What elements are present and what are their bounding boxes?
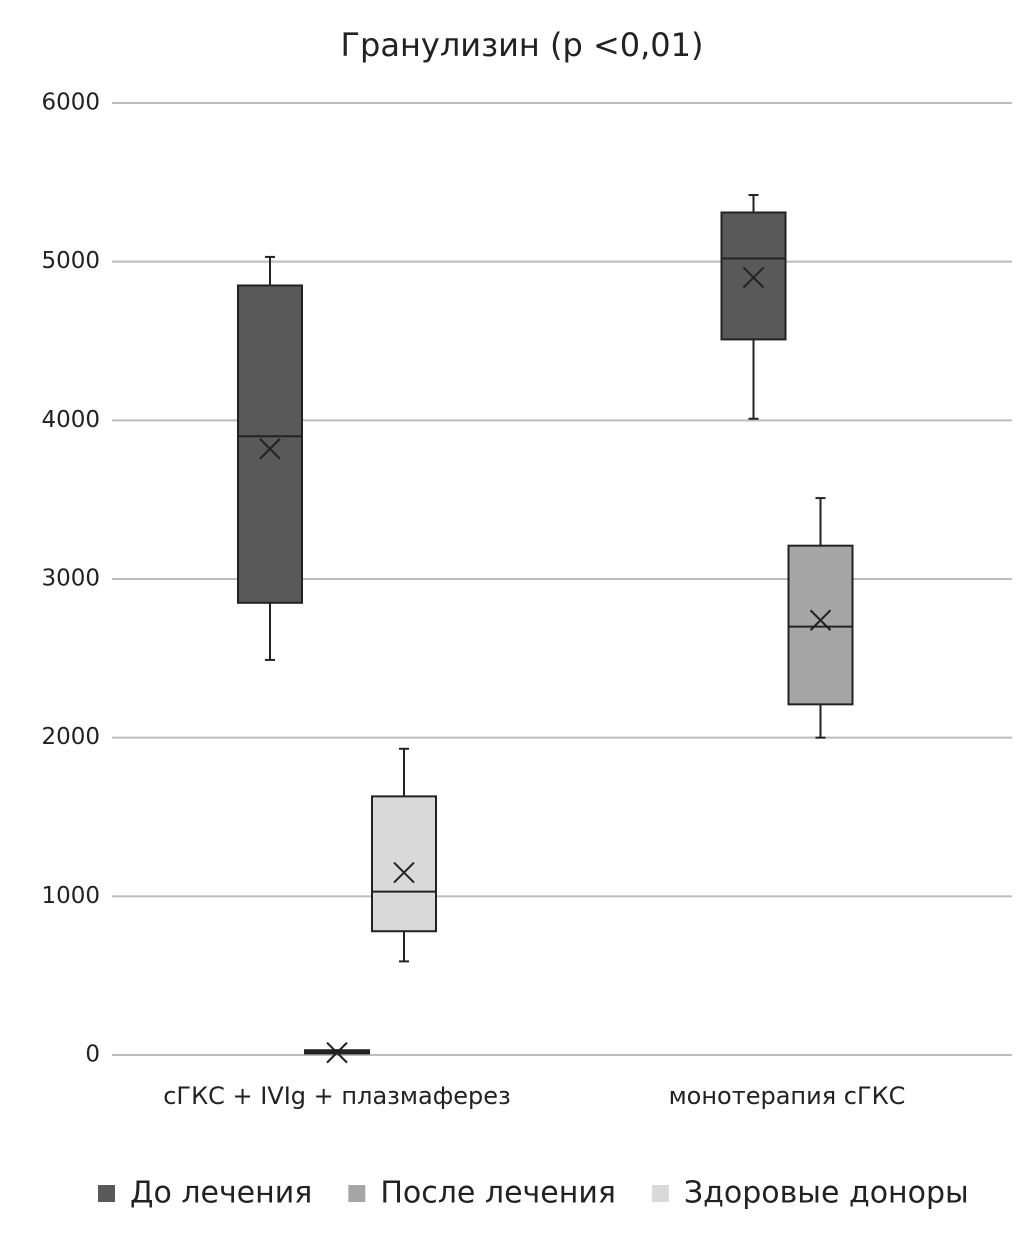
y-tick-label: 0: [85, 1042, 100, 1068]
y-tick-label: 2000: [41, 724, 100, 750]
y-tick-label: 1000: [41, 883, 100, 909]
y-tick-label: 6000: [41, 90, 100, 116]
x-tick-label: монотерапия сГКС: [669, 1082, 906, 1110]
box: [371, 795, 437, 933]
mean-marker: [809, 609, 832, 631]
legend-label: Здоровые доноры: [684, 1176, 969, 1211]
y-tick-label: 4000: [41, 407, 100, 433]
y-tick-label: 3000: [41, 566, 100, 592]
legend-label: До лечения: [130, 1176, 312, 1211]
chart-title: Гранулизин (p <0,01): [341, 26, 704, 64]
mean-marker: [259, 438, 281, 460]
legend-swatch: [348, 1185, 366, 1202]
box: [237, 284, 303, 604]
box: [787, 544, 854, 706]
legend-swatch: [98, 1185, 115, 1202]
box: [720, 211, 787, 341]
mean-marker: [326, 1041, 348, 1064]
mean-marker: [393, 861, 415, 884]
mean-marker: [742, 266, 765, 289]
y-tick-label: 5000: [41, 248, 100, 274]
legend-label: После лечения: [380, 1176, 616, 1211]
legend-swatch: [651, 1185, 669, 1202]
x-tick-label: сГКС + IVIg + плазмаферез: [163, 1082, 511, 1110]
